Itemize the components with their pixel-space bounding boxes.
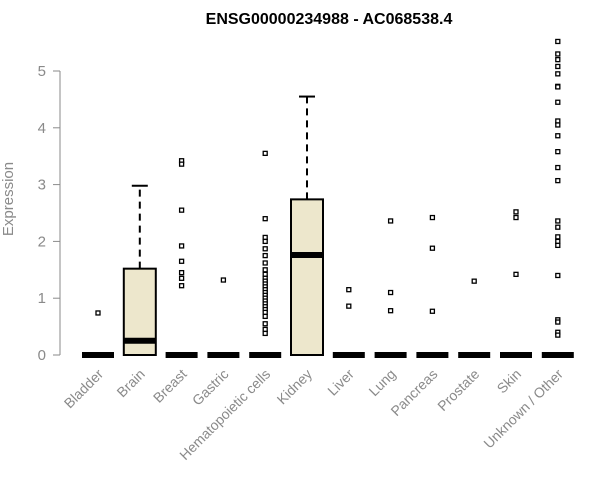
box-group xyxy=(500,209,532,358)
x-tick-label: Lung xyxy=(365,366,398,399)
outlier-point xyxy=(262,238,268,245)
y-tick-label: 3 xyxy=(38,177,46,194)
outlier-point xyxy=(346,303,352,309)
outlier-point xyxy=(555,56,561,63)
outlier-point xyxy=(346,287,352,293)
outlier-point xyxy=(513,209,519,215)
y-tick-label: 5 xyxy=(38,63,46,80)
box-group xyxy=(458,278,491,358)
box-body xyxy=(290,198,324,356)
box-group xyxy=(122,184,157,356)
chart-title: ENSG00000234988 - AC068538.4 xyxy=(206,11,453,28)
outlier-point xyxy=(262,252,268,259)
outlier-point xyxy=(555,63,561,70)
x-tick-label: Skin xyxy=(494,366,525,397)
x-tick-label: Liver xyxy=(324,366,357,399)
outlier-point xyxy=(555,224,561,230)
outlier-point xyxy=(95,310,101,316)
x-tick-label: Unknown / Other xyxy=(480,366,566,452)
box-group xyxy=(332,287,365,358)
outlier-point xyxy=(555,234,561,240)
outlier-point xyxy=(555,319,561,325)
y-tick-label: 4 xyxy=(38,120,46,137)
outlier-point xyxy=(555,272,561,279)
outlier-point xyxy=(513,271,519,277)
outlier-point xyxy=(555,133,561,139)
box-group xyxy=(541,38,574,358)
outlier-point xyxy=(555,38,561,45)
outlier-point xyxy=(262,150,268,157)
outlier-point xyxy=(178,243,185,249)
outlier-point xyxy=(555,71,561,77)
outlier-point xyxy=(555,51,561,57)
outlier-point xyxy=(555,242,561,249)
box-series xyxy=(82,38,574,358)
outlier-point xyxy=(178,275,185,281)
outlier-point xyxy=(220,277,227,283)
outlier-point xyxy=(262,313,268,320)
y-axis-label: Expression xyxy=(0,162,17,236)
y-tick-label: 0 xyxy=(38,347,46,364)
outlier-point xyxy=(429,308,436,314)
x-tick-label: Bladder xyxy=(61,366,107,412)
box-group xyxy=(82,310,114,358)
outlier-point xyxy=(262,216,268,222)
outlier-point xyxy=(471,278,477,284)
outlier-point xyxy=(178,283,185,289)
outlier-point xyxy=(387,308,394,314)
outlier-point xyxy=(555,84,561,90)
outlier-point xyxy=(387,218,394,224)
box-group xyxy=(290,95,324,356)
outlier-point xyxy=(513,214,519,221)
outlier-point xyxy=(262,260,268,266)
y-tick-label: 1 xyxy=(38,290,46,307)
outlier-point xyxy=(555,149,561,155)
outlier-point xyxy=(178,258,185,264)
outlier-point xyxy=(262,246,268,252)
outlier-point xyxy=(262,267,268,273)
outlier-point xyxy=(262,321,268,327)
outlier-point xyxy=(555,99,561,105)
x-tick-label: Brain xyxy=(113,366,147,400)
outlier-point xyxy=(555,177,561,184)
outlier-point xyxy=(178,269,185,276)
y-tick-label: 2 xyxy=(38,233,46,250)
outlier-point xyxy=(555,332,561,338)
outlier-point xyxy=(555,164,561,171)
outlier-point xyxy=(178,161,185,167)
outlier-point xyxy=(555,122,561,128)
box-group xyxy=(249,150,282,358)
outlier-point xyxy=(429,245,436,251)
x-tick-label: Prostate xyxy=(434,366,482,414)
box-group xyxy=(374,218,407,358)
box-group xyxy=(207,277,240,358)
outlier-point xyxy=(429,214,436,221)
box-group xyxy=(416,214,449,358)
box-group xyxy=(165,158,198,358)
y-axis: 0 1 2 3 4 5 xyxy=(38,63,61,364)
x-tick-label: Breast xyxy=(150,366,190,406)
outlier-point xyxy=(387,289,394,296)
x-tick-label: Kidney xyxy=(274,366,316,408)
outlier-point xyxy=(262,330,268,337)
outlier-point xyxy=(178,207,185,213)
outlier-point xyxy=(555,218,561,224)
